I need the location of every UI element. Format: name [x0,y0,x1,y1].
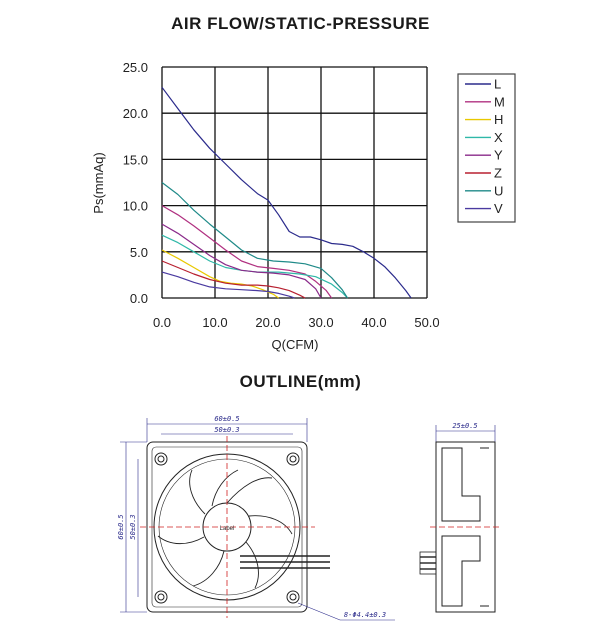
fan-blades [157,469,293,589]
series-line-y [161,223,322,299]
x-tick-label: 40.0 [361,315,386,330]
chart-series [161,86,412,299]
dim-hole: 8-Φ4.4±0.3 [344,611,386,619]
outline-title: OUTLINE(mm) [239,372,362,391]
series-line-x [161,234,348,299]
legend-label-v: V [494,201,503,216]
y-tick-label: 5.0 [130,245,148,260]
legend-label-l: L [494,77,501,92]
fan-front-view [140,436,330,618]
dim-width-total: 60±0.5 [214,415,239,423]
y-tick-label: 0.0 [130,291,148,306]
chart-title: AIR FLOW/STATIC-PRESSURE [171,14,430,33]
y-axis-label: Ps(mmAq) [91,152,106,213]
x-axis-label: Q(CFM) [272,337,319,352]
pressure-chart: 0.0 10.0 20.0 30.0 40.0 50.0 0.0 5.0 10.0 15.0 20.… [91,60,516,352]
dim-width-holes: 50±0.3 [214,426,239,434]
legend-label-z: Z [494,166,502,181]
series-line-v [161,271,295,299]
mount-holes [154,452,300,604]
series-line-m [161,205,333,299]
x-tick-label: 50.0 [414,315,439,330]
legend-label-y: Y [494,148,503,163]
x-tick-label: 20.0 [255,315,280,330]
series-line-z [161,260,306,299]
legend-label-h: H [494,112,503,127]
y-tick-label: 20.0 [123,106,148,121]
series-line-u [161,182,349,299]
outline-drawing: Label 60±0.5 50±0.3 60±0.5 50±0.3 25±0.5… [117,415,500,621]
dim-height-total: 60±0.5 [117,514,125,539]
legend-label-u: U [494,183,503,198]
fan-label: Label [220,526,235,532]
chart-ticks: 0.0 10.0 20.0 30.0 40.0 50.0 0.0 5.0 10.0 15.0 20.… [123,60,440,330]
x-tick-label: 0.0 [153,315,171,330]
x-tick-label: 30.0 [308,315,333,330]
series-line-l [161,86,412,299]
wire-harness [240,555,330,569]
x-tick-label: 10.0 [202,315,227,330]
dim-depth: 25±0.5 [452,422,477,430]
legend-label-m: M [494,94,505,109]
y-tick-label: 10.0 [123,199,148,214]
y-tick-label: 25.0 [123,60,148,75]
fan-side-view [419,441,500,613]
legend-box [457,73,516,223]
y-tick-label: 15.0 [123,152,148,167]
chart-grid [161,66,428,299]
legend-label-x: X [494,130,503,145]
dim-height-holes: 50±0.3 [129,514,137,539]
